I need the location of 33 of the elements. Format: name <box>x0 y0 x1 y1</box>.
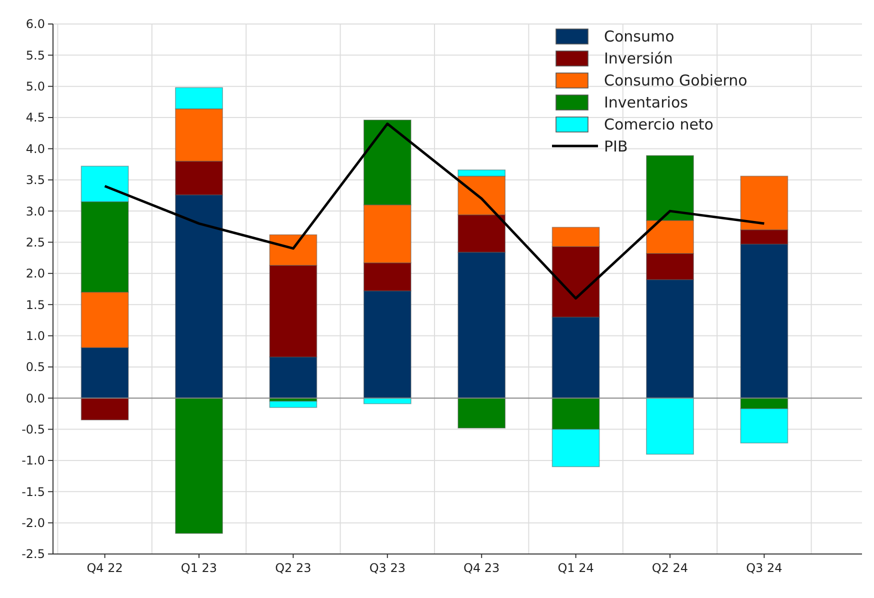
legend-label: Consumo Gobierno <box>604 71 748 90</box>
x-tick-label: Q1 23 <box>180 561 218 575</box>
y-tick-label: 1.5 <box>26 298 45 312</box>
bar <box>269 400 318 408</box>
legend-label: Inventarios <box>604 93 688 112</box>
y-tick-label: 5.0 <box>26 80 45 94</box>
y-tick-label: 2.0 <box>26 266 45 281</box>
y-tick-label: -2.0 <box>22 516 45 530</box>
y-tick-label: 1.0 <box>26 328 45 343</box>
y-tick-label: 0.5 <box>26 360 45 374</box>
x-tick-label: Q1 24 <box>558 561 594 575</box>
legend-label: Comercio neto <box>604 115 714 134</box>
x-tick-label: Q4 22 <box>86 561 123 575</box>
y-tick-label: -2.5 <box>22 547 45 562</box>
y-tick-label: 5.5 <box>26 48 45 62</box>
y-tick-label: -1.5 <box>22 484 45 499</box>
x-tick-label: Q2 23 <box>275 561 312 575</box>
legend-label: Consumo <box>604 27 674 46</box>
y-tick-label: 6.0 <box>26 17 45 32</box>
y-tick-label: 4.0 <box>26 142 45 156</box>
y-tick-label: 3.5 <box>26 173 45 188</box>
x-tick-label: Q3 23 <box>369 561 406 575</box>
x-tick-label: Q3 24 <box>746 561 782 575</box>
x-tick-label: Q2 24 <box>652 561 688 575</box>
y-tick-label: 2.5 <box>26 235 45 250</box>
y-tick-label: -1.0 <box>22 454 45 468</box>
legend-label: PIB <box>604 137 628 156</box>
y-tick-label: 3.0 <box>26 204 45 218</box>
legend-label: Inversión <box>604 49 673 68</box>
x-tick-label: Q4 23 <box>464 561 500 575</box>
y-tick-label: 0.0 <box>26 391 45 406</box>
y-tick-label: -0.5 <box>22 422 45 436</box>
y-tick-label: 4.5 <box>26 110 45 125</box>
